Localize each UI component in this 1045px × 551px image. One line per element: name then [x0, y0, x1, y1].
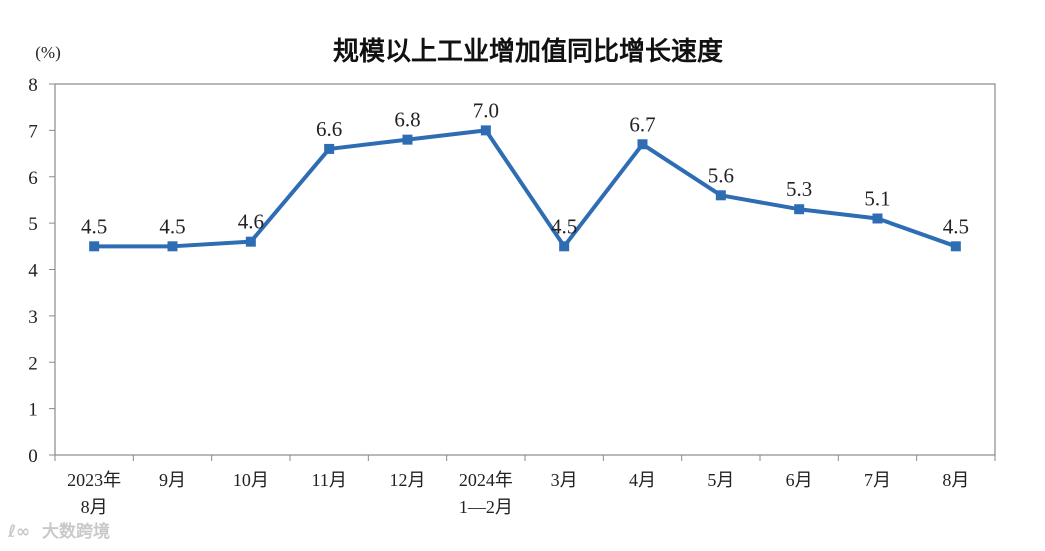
y-tick-label: 0 [28, 446, 38, 467]
data-point [89, 241, 100, 252]
data-label: 7.0 [473, 98, 499, 122]
data-label: 5.3 [786, 177, 812, 201]
chart-title: 规模以上工业增加值同比增长速度 [333, 36, 723, 67]
data-point [167, 241, 178, 252]
x-tick-label: 8月 [81, 497, 108, 517]
x-tick-label: 10月 [233, 470, 269, 490]
x-tick-label: 8月 [942, 470, 969, 490]
series-layer: 4.5 4.5 4.6 6.6 6.8 7.0 4.5 6.7 5.6 5.3 5.1 4.5 [81, 98, 969, 252]
x-axis: 2023年 8月 9月 10月 11月 12月 2024年 1—2月 3月 4月 5月 6月 7月 8月 [54, 455, 996, 517]
y-tick-label: 4 [28, 261, 38, 282]
y-tick-label: 6 [28, 168, 38, 189]
watermark: ℓ∞ 大数跨境 [7, 521, 110, 542]
data-label: 4.5 [551, 214, 577, 238]
y-tick-label: 2 [28, 353, 38, 374]
x-tick-label: 9月 [159, 470, 186, 490]
x-tick-label: 7月 [864, 470, 891, 490]
plot-area-frame [54, 83, 996, 456]
x-tick-label: 6月 [786, 470, 813, 490]
data-point [245, 236, 256, 247]
watermark-logo-icon: ℓ∞ [7, 522, 30, 542]
y-tick-label: 3 [28, 307, 38, 328]
data-label: 4.5 [81, 214, 107, 238]
data-label: 6.8 [394, 108, 420, 132]
data-point [637, 139, 648, 150]
data-point [715, 190, 726, 201]
y-tick-label: 5 [28, 214, 38, 235]
watermark-text: 大数跨境 [42, 521, 110, 542]
data-label: 5.1 [864, 186, 890, 210]
x-tick-label: 1—2月 [459, 497, 513, 517]
y-tick-label: 8 [28, 75, 38, 96]
data-point [950, 241, 961, 252]
data-point [480, 125, 491, 136]
x-tick-label: 2023年 [67, 470, 121, 490]
y-axis-unit: (%) [35, 43, 60, 62]
x-tick-label: 5月 [707, 470, 734, 490]
data-point [324, 143, 335, 154]
x-tick-label: 12月 [390, 470, 426, 490]
data-point [872, 213, 883, 224]
data-point [402, 134, 413, 145]
data-point [794, 204, 805, 215]
data-label: 5.6 [708, 163, 734, 187]
data-label: 4.5 [943, 214, 969, 238]
y-axis: 0 1 2 3 4 5 6 7 8 [28, 75, 55, 467]
data-point [559, 241, 570, 252]
data-label: 4.6 [238, 210, 264, 234]
data-label: 4.5 [159, 214, 185, 238]
x-tick-label: 4月 [629, 470, 656, 490]
data-label: 6.6 [316, 117, 342, 141]
x-tick-label: 2024年 [459, 470, 513, 490]
x-tick-label: 3月 [551, 470, 578, 490]
y-tick-label: 1 [28, 400, 38, 421]
series-line [94, 128, 957, 249]
data-label: 6.7 [629, 112, 655, 136]
y-tick-label: 7 [28, 121, 38, 142]
x-tick-label: 11月 [311, 470, 346, 490]
